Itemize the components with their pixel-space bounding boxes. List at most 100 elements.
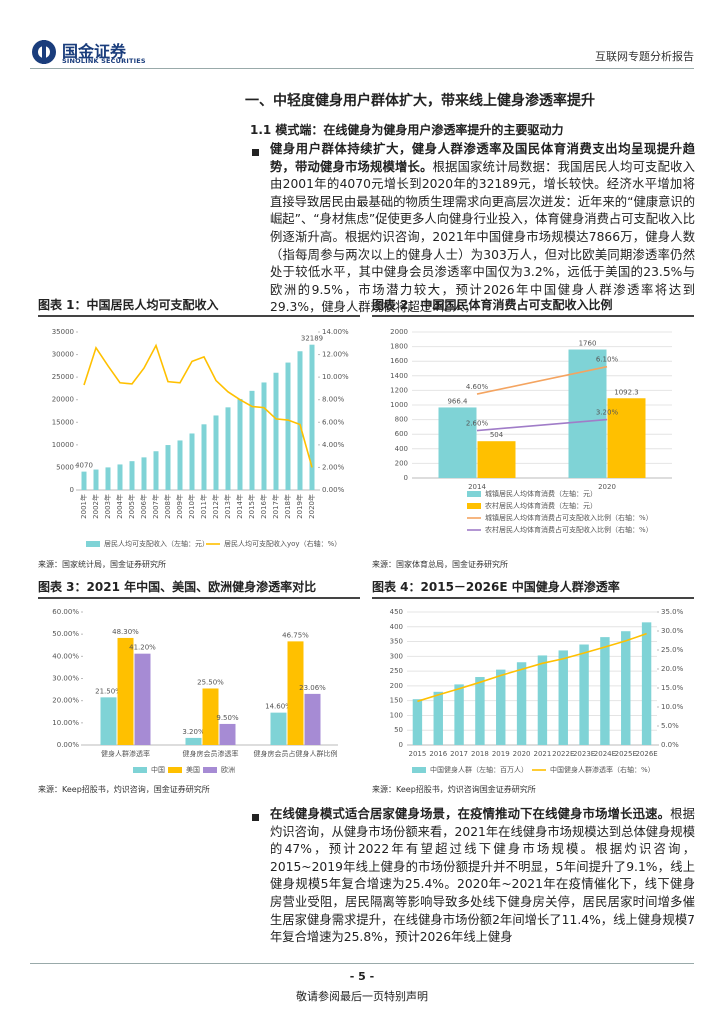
logo-english: SINOLINK SECURITIES: [62, 57, 146, 65]
bar: [285, 362, 291, 490]
legend-swatch: [168, 767, 182, 773]
data-label: 504: [490, 431, 504, 439]
legend-swatch: [86, 541, 100, 547]
data-label: 966.4: [447, 397, 468, 405]
x-tick-label: 2026E: [635, 750, 657, 758]
x-tick-label: 2014: [468, 483, 486, 491]
tick-label: 5000: [56, 463, 74, 471]
bar: [105, 467, 111, 490]
x-tick-label: 2004年: [115, 494, 124, 519]
tick-label: 5.0%: [661, 722, 679, 730]
legend-label: 农村居民人均体育消费占可支配收入比例（右轴：%）: [485, 525, 653, 534]
tick-label: 2.00%: [322, 463, 345, 471]
bar: [433, 691, 443, 745]
tick-label: 6.00%: [322, 418, 345, 426]
bar: [477, 441, 516, 478]
bar: [177, 440, 183, 490]
data-label: 2.60%: [466, 420, 489, 428]
bar: [607, 398, 646, 478]
tick-label: 1800: [390, 343, 408, 351]
bar: [134, 653, 151, 745]
x-tick-label: 2020年: [307, 494, 316, 519]
tick-label: 0: [404, 474, 408, 482]
tick-label: 200: [390, 682, 403, 690]
legend-label: 欧洲: [221, 765, 235, 774]
x-tick-label: 健身人群渗透率: [101, 749, 150, 758]
bar: [287, 641, 304, 745]
logo-icon: [32, 40, 56, 64]
bar: [475, 677, 485, 745]
data-label: 6.10%: [596, 356, 619, 364]
tick-label: 15.0%: [661, 684, 684, 692]
x-tick-label: 2014年: [235, 494, 244, 519]
x-tick-label: 2012年: [211, 494, 220, 519]
paragraph-lead: 在线健身模式适合居家健身场景，在疫情推动下在线健身市场增长迅速。: [270, 807, 671, 821]
data-label: 41.20%: [129, 644, 156, 652]
bar: [600, 637, 610, 745]
data-label: 32189: [301, 335, 323, 343]
bar: [412, 699, 423, 745]
x-tick-label: 2020: [598, 483, 616, 491]
chart: 0.00% 10.00% 20.00% 30.00% 40.00% 50.00% 60.00…: [52, 608, 338, 774]
tick-label: 10.00%: [322, 373, 349, 381]
legend-swatch: [412, 767, 426, 773]
tick-label: 10.0%: [661, 703, 684, 711]
x-tick-label: 2013年: [223, 494, 232, 519]
tick-label: 14.00%: [322, 328, 349, 336]
tick-label: 8.00%: [322, 396, 345, 404]
tick-label: 20000: [52, 396, 74, 404]
x-tick-label: 2024E: [594, 750, 616, 758]
x-tick-label: 2018年: [283, 494, 292, 519]
bar: [129, 461, 135, 490]
chart-title: 图表 4：2015－2026E 中国健身人群渗透率: [372, 578, 694, 599]
legend-label: 美国: [186, 765, 200, 774]
tick-label: 60.00%: [52, 608, 79, 616]
bar: [454, 684, 464, 745]
legend-swatch: [203, 767, 217, 773]
tick-label: 600: [395, 430, 408, 438]
bar: [81, 471, 87, 490]
bar: [225, 407, 231, 490]
data-label: 21.50%: [95, 687, 122, 695]
x-tick-label: 2001年: [79, 494, 88, 519]
x-tick-label: 2006年: [139, 494, 148, 519]
legend-label: 居民人均可支配收入（左轴：元）: [104, 539, 209, 548]
tick-label: 0.0%: [661, 741, 679, 749]
tick-label: 25.0%: [661, 646, 684, 654]
paragraph: 健身用户群体持续扩大，健身人群渗透率及国民体育消费支出均呈现提升趋势，带动健身市…: [270, 141, 695, 317]
disclaimer: 敬请参阅最后一页特别声明: [296, 990, 428, 1003]
bar: [213, 415, 219, 490]
bullet: [252, 814, 259, 821]
tick-label: 150: [390, 697, 403, 705]
chart-source: 来源：Keep招股书，灼识咨询国金证券研究所: [372, 785, 536, 794]
bar: [304, 693, 321, 745]
legend-label: 城镇居民人均体育消费（左轴：元）: [485, 489, 597, 498]
data-label: 4070: [75, 462, 93, 470]
bar: [201, 424, 207, 490]
tick-label: 250: [390, 667, 403, 675]
bar: [261, 382, 267, 490]
data-label: 46.75%: [282, 631, 309, 639]
tick-label: 15000: [52, 418, 74, 426]
x-tick-label: 2017年: [271, 494, 280, 519]
footer-rule: [30, 963, 694, 964]
legend-label: 居民人均可支配收入yoy（右轴：%）: [224, 539, 341, 548]
data-label: 23.06%: [299, 684, 326, 692]
bar: [249, 390, 255, 490]
chart-source: 来源：Keep招股书，灼识咨询，国金证券研究所: [38, 785, 210, 794]
paragraph-text: 根据灼识咨询，从健身市场份额来看，2021年在线健身市场规模达到总体健身规模的4…: [270, 807, 695, 945]
x-tick-label: 2022E: [552, 750, 574, 758]
tick-label: 350: [390, 638, 403, 646]
bar: [165, 445, 171, 490]
tick-label: 0: [70, 486, 74, 494]
chart: 0 200 400 600 800 1000 1200 1400 1600 1800 2000 966…: [390, 328, 672, 534]
x-tick-label: 2018: [471, 750, 489, 758]
data-label: 4.60%: [466, 383, 489, 391]
legend-label: 城镇居民人均体育消费占可支配收入比例（右轴：%）: [485, 513, 653, 522]
data-label: 14.60%: [265, 703, 292, 711]
tick-label: 450: [390, 608, 403, 616]
bar: [117, 464, 123, 490]
tick-label: 300: [390, 652, 403, 660]
x-tick-label: 2008年: [163, 494, 172, 519]
x-tick-label: 2005年: [127, 494, 136, 519]
